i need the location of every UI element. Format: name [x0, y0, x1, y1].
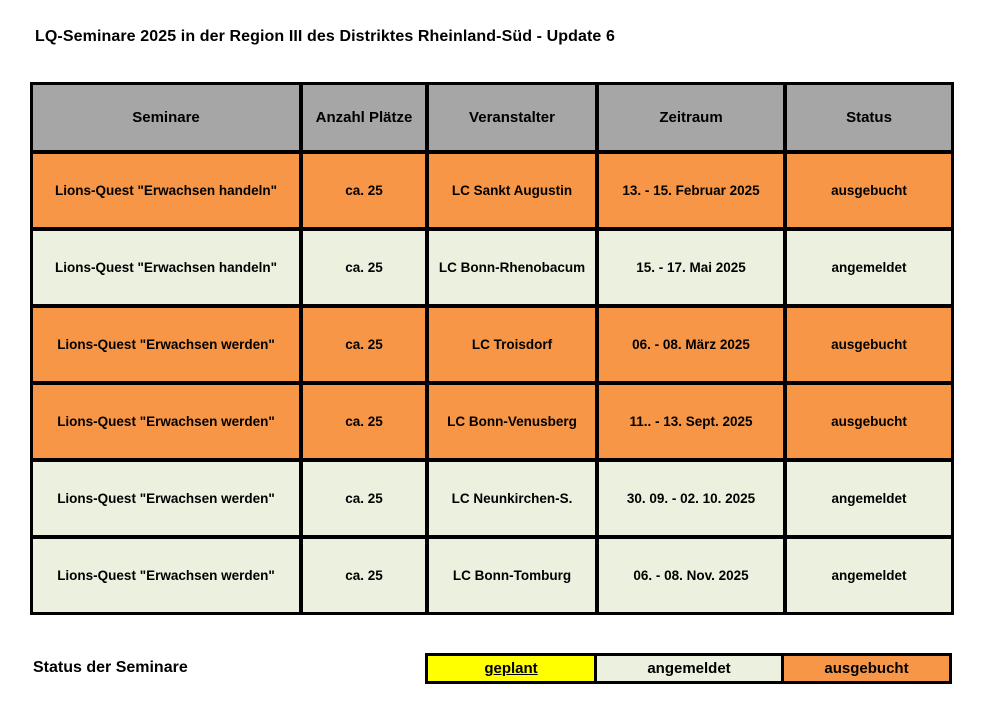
- cell-zeitraum: 06. - 08. Nov. 2025: [597, 537, 785, 614]
- cell-seminar: Lions-Quest "Erwachsen werden": [31, 460, 301, 537]
- legend-item-label: geplant: [484, 660, 538, 677]
- cell-zeitraum: 06. - 08. März 2025: [597, 306, 785, 383]
- cell-veranstalter: LC Bonn-Rhenobacum: [427, 229, 597, 306]
- cell-zeitraum: 11.. - 13. Sept. 2025: [597, 383, 785, 460]
- legend-item-label: ausgebucht: [824, 660, 909, 677]
- cell-status: angemeldet: [785, 537, 953, 614]
- legend-item: geplant: [428, 656, 594, 681]
- cell-plaetze: ca. 25: [301, 152, 427, 229]
- cell-plaetze: ca. 25: [301, 383, 427, 460]
- table-header-row: Seminare Anzahl Plätze Veranstalter Zeit…: [31, 83, 953, 152]
- table-row: Lions-Quest "Erwachsen werden" ca. 25 LC…: [31, 383, 953, 460]
- status-legend: geplant angemeldet ausgebucht: [425, 653, 952, 684]
- cell-veranstalter: LC Bonn-Venusberg: [427, 383, 597, 460]
- legend-title: Status der Seminare: [33, 659, 188, 676]
- cell-plaetze: ca. 25: [301, 306, 427, 383]
- cell-zeitraum: 15. - 17. Mai 2025: [597, 229, 785, 306]
- cell-seminar: Lions-Quest "Erwachsen werden": [31, 383, 301, 460]
- cell-status: angemeldet: [785, 460, 953, 537]
- table-row: Lions-Quest "Erwachsen handeln" ca. 25 L…: [31, 229, 953, 306]
- column-header-anzahl-plaetze: Anzahl Plätze: [301, 83, 427, 152]
- cell-status: ausgebucht: [785, 306, 953, 383]
- table-row: Lions-Quest "Erwachsen werden" ca. 25 LC…: [31, 460, 953, 537]
- cell-plaetze: ca. 25: [301, 537, 427, 614]
- column-header-veranstalter: Veranstalter: [427, 83, 597, 152]
- cell-status: ausgebucht: [785, 383, 953, 460]
- cell-status: angemeldet: [785, 229, 953, 306]
- cell-seminar: Lions-Quest "Erwachsen handeln": [31, 152, 301, 229]
- page-title: LQ-Seminare 2025 in der Region III des D…: [35, 28, 615, 45]
- cell-veranstalter: LC Sankt Augustin: [427, 152, 597, 229]
- cell-veranstalter: LC Troisdorf: [427, 306, 597, 383]
- cell-seminar: Lions-Quest "Erwachsen werden": [31, 306, 301, 383]
- cell-veranstalter: LC Neunkirchen-S.: [427, 460, 597, 537]
- table-row: Lions-Quest "Erwachsen werden" ca. 25 LC…: [31, 537, 953, 614]
- table-row: Lions-Quest "Erwachsen handeln" ca. 25 L…: [31, 152, 953, 229]
- column-header-status: Status: [785, 83, 953, 152]
- legend-item-label: angemeldet: [647, 660, 731, 677]
- cell-seminar: Lions-Quest "Erwachsen werden": [31, 537, 301, 614]
- cell-veranstalter: LC Bonn-Tomburg: [427, 537, 597, 614]
- cell-seminar: Lions-Quest "Erwachsen handeln": [31, 229, 301, 306]
- column-header-seminare: Seminare: [31, 83, 301, 152]
- cell-plaetze: ca. 25: [301, 460, 427, 537]
- legend-item: angemeldet: [597, 656, 781, 681]
- seminar-table: Seminare Anzahl Plätze Veranstalter Zeit…: [30, 82, 954, 615]
- cell-status: ausgebucht: [785, 152, 953, 229]
- cell-zeitraum: 30. 09. - 02. 10. 2025: [597, 460, 785, 537]
- cell-zeitraum: 13. - 15. Februar 2025: [597, 152, 785, 229]
- cell-plaetze: ca. 25: [301, 229, 427, 306]
- legend-item: ausgebucht: [784, 656, 949, 681]
- column-header-zeitraum: Zeitraum: [597, 83, 785, 152]
- table-row: Lions-Quest "Erwachsen werden" ca. 25 LC…: [31, 306, 953, 383]
